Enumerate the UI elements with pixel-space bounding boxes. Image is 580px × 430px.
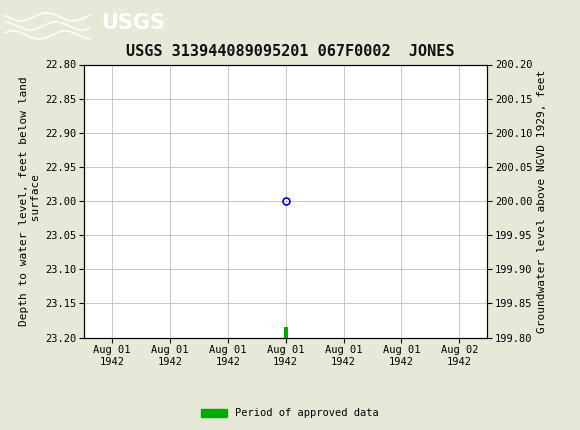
Legend: Period of approved data: Period of approved data — [197, 404, 383, 423]
Bar — [284, 327, 288, 338]
Text: USGS 313944089095201 067F0002  JONES: USGS 313944089095201 067F0002 JONES — [126, 44, 454, 59]
Y-axis label: Depth to water level, feet below land
 surface: Depth to water level, feet below land su… — [20, 76, 41, 326]
Y-axis label: Groundwater level above NGVD 1929, feet: Groundwater level above NGVD 1929, feet — [536, 69, 546, 333]
Text: USGS: USGS — [102, 12, 165, 33]
